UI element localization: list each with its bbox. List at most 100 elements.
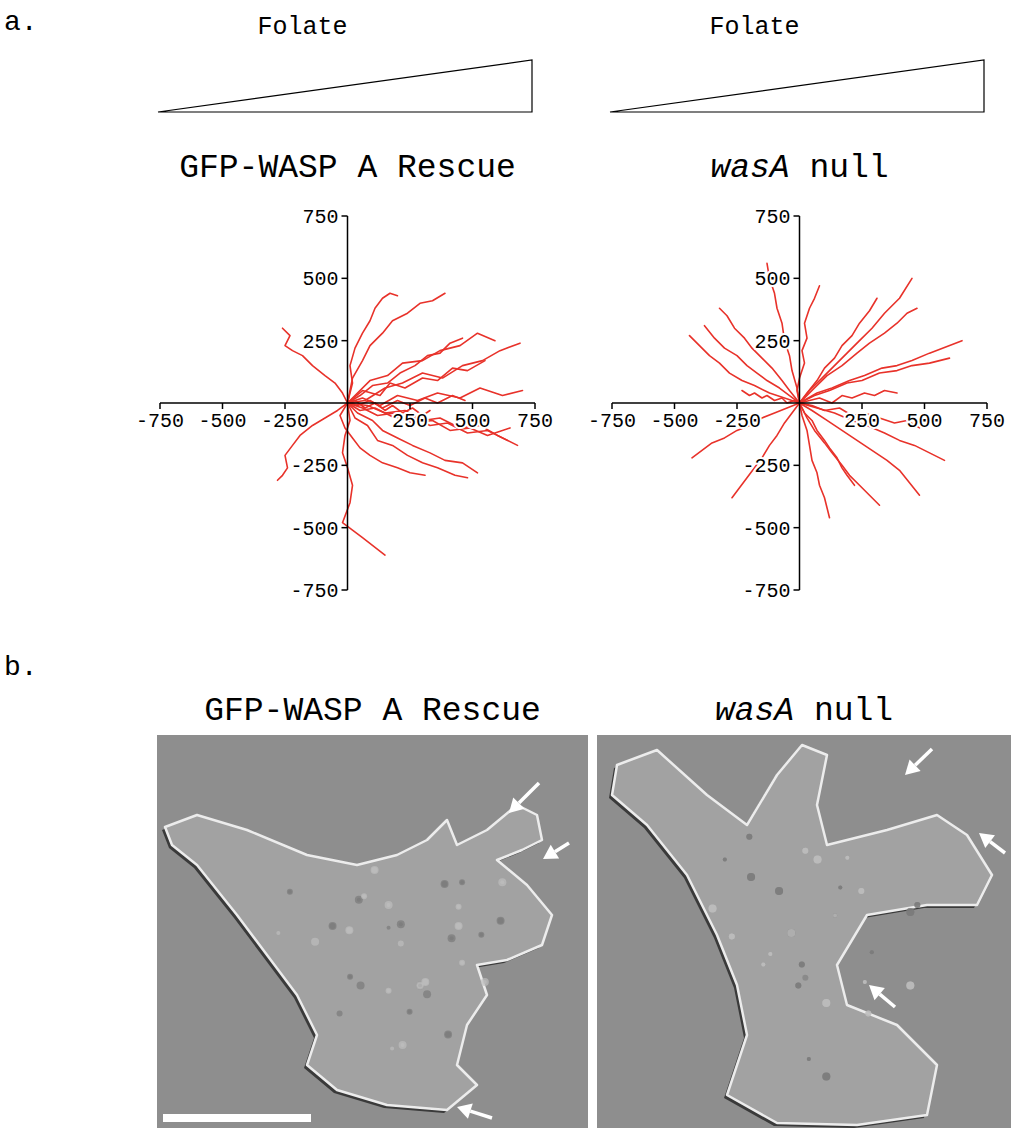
granule (858, 888, 864, 894)
granule (401, 1043, 405, 1047)
y-axis (347, 216, 349, 590)
granule (348, 975, 352, 979)
track (348, 396, 466, 408)
granule (450, 936, 454, 940)
arrow-shaft (915, 749, 932, 765)
granule (802, 975, 808, 981)
track (797, 286, 820, 403)
granule (795, 983, 801, 989)
granule (723, 858, 727, 862)
y-axis (799, 216, 801, 590)
x-tick (534, 403, 536, 409)
track (348, 293, 446, 403)
granule (787, 929, 795, 937)
granule (802, 975, 808, 981)
granule (814, 856, 822, 864)
granule (371, 866, 379, 874)
panel-title: wasA null (715, 693, 893, 730)
granule (906, 982, 914, 990)
granule (822, 999, 830, 1007)
track (348, 343, 521, 403)
granule (822, 999, 830, 1007)
granule (906, 982, 914, 990)
track (800, 403, 830, 518)
granule (787, 929, 795, 937)
annotation: Folate (709, 13, 799, 42)
arrow-head (905, 760, 921, 775)
granule (423, 990, 431, 998)
granule (799, 962, 805, 968)
granule (459, 879, 465, 885)
arrow-head (979, 833, 995, 848)
y-tick (794, 215, 800, 217)
annotation: Folate (257, 13, 347, 42)
y-tick (342, 465, 348, 467)
x-tick-label: 250 (844, 410, 880, 433)
cell (165, 805, 552, 1110)
x-tick (409, 403, 411, 409)
granule (833, 914, 837, 918)
granule (444, 1031, 452, 1039)
granule (845, 856, 849, 860)
x-tick (674, 403, 676, 409)
granule (276, 931, 280, 935)
granule (802, 848, 808, 854)
granule (709, 905, 717, 913)
granule (497, 917, 505, 925)
granule (807, 1057, 811, 1061)
granule (498, 878, 506, 886)
granule (448, 934, 456, 942)
y-tick-label: 750 (754, 206, 790, 229)
granule (385, 901, 393, 909)
figure: a.b.FolateGFP-WASP A Rescue-750-500-2502… (0, 0, 1014, 1131)
track (348, 403, 508, 440)
granule (387, 926, 391, 930)
arrow-shaft (470, 1111, 492, 1118)
arrow-head (869, 985, 885, 1000)
x-tick (861, 403, 863, 409)
track (800, 298, 878, 403)
granule (838, 886, 842, 890)
granule (787, 929, 795, 937)
track (692, 403, 800, 458)
title-part: null (790, 150, 889, 187)
granule (457, 905, 461, 909)
y-tick-label: -250 (290, 455, 338, 478)
x-tick (159, 403, 161, 409)
track (800, 403, 880, 505)
title-part: wasA (710, 150, 789, 187)
granule (802, 848, 808, 854)
granule (838, 886, 842, 890)
granule (483, 980, 487, 984)
granule (775, 887, 783, 895)
granule (746, 834, 752, 840)
granule (814, 856, 822, 864)
y-tick (342, 278, 348, 280)
y-tick (794, 340, 800, 342)
granule (357, 982, 365, 990)
y-tick (342, 215, 348, 217)
y-tick-label: 250 (302, 331, 338, 354)
x-tick (736, 403, 738, 409)
track (348, 361, 486, 403)
granule (822, 1073, 830, 1081)
granule (408, 1010, 412, 1014)
x-tick-label: 250 (392, 410, 428, 433)
gradient-wedge (158, 60, 532, 112)
granule (287, 889, 293, 895)
granule (729, 934, 735, 940)
granule (372, 867, 378, 873)
granule (775, 887, 783, 895)
granule (833, 914, 837, 918)
track (348, 403, 518, 445)
track (283, 328, 348, 403)
granule (398, 941, 404, 947)
title-part: wasA (715, 693, 794, 730)
granule (822, 1073, 830, 1081)
granule (802, 975, 808, 981)
image-ground (597, 735, 1011, 1128)
granule (914, 902, 920, 908)
granule (399, 922, 403, 926)
granule (479, 933, 483, 937)
y-tick (342, 589, 348, 591)
